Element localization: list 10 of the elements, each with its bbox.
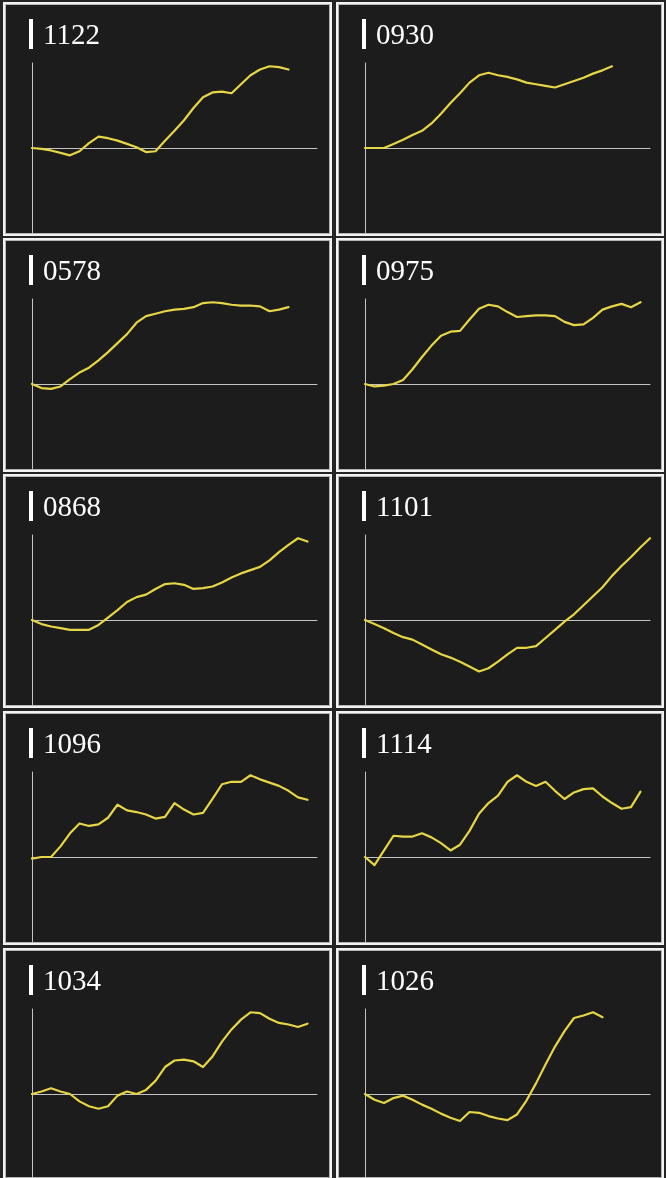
chart-title: 0578 [43,254,101,286]
chart-title: 0930 [376,18,434,50]
chart-title: 1096 [43,727,101,759]
chart-title: 1034 [43,964,101,996]
chart-title: 0868 [43,490,101,522]
chart-title: 1101 [376,490,433,522]
chart-title: 1122 [43,18,100,50]
chart-title: 0975 [376,254,434,286]
chart-title: 1026 [376,964,434,996]
chart-title: 1114 [376,727,432,759]
